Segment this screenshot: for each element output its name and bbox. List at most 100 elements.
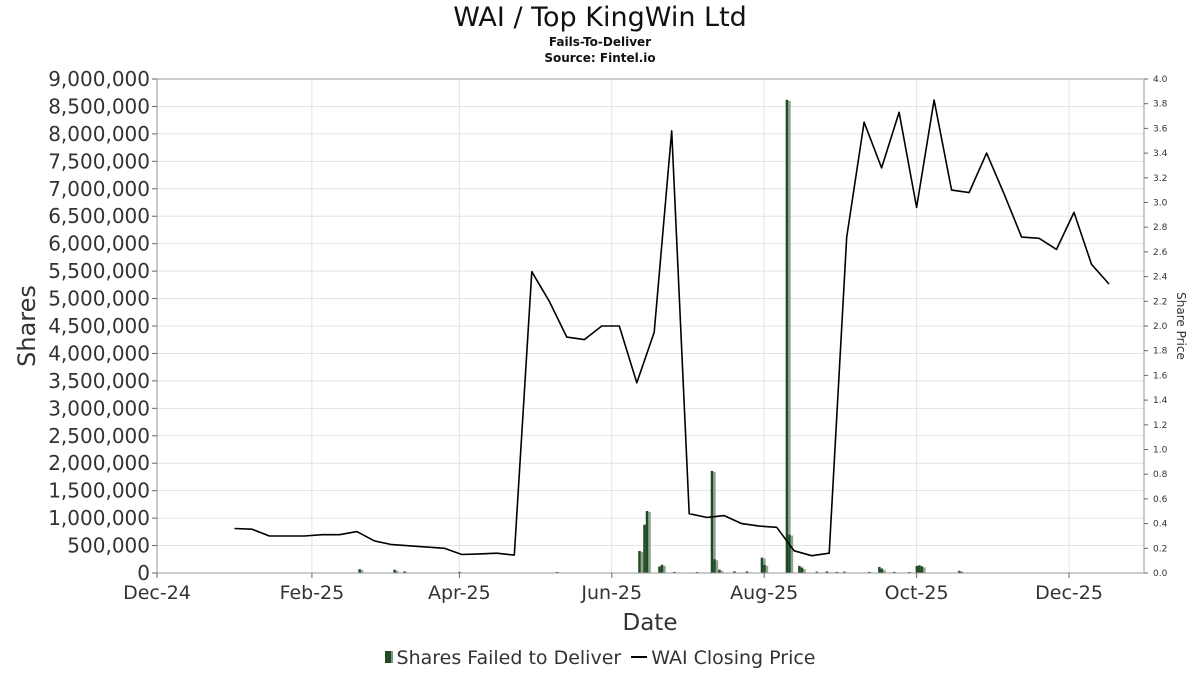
- y-tick-label: 2,000,000: [48, 451, 150, 475]
- y-tick-label: 4,500,000: [48, 314, 150, 338]
- ftd-bar: [660, 564, 664, 573]
- y2-tick-label: 3.6: [1153, 124, 1168, 134]
- y-tick-label: 7,000,000: [48, 177, 150, 201]
- y2-tick-label: 0.4: [1153, 520, 1168, 530]
- chart-title: WAI / Top KingWin Ltd: [453, 2, 747, 33]
- ftd-bar: [673, 571, 676, 573]
- y2-tick-label: 4.0: [1153, 75, 1168, 85]
- ftd-bar: [960, 571, 964, 573]
- ftd-bar: [733, 571, 736, 573]
- y-tick-label: 9,000,000: [48, 67, 150, 91]
- fails-to-deliver-chart: 0 500,000 1,000,000 1,500,000 2,000,000 2,500…: [13, 67, 1188, 636]
- ftd-bar: [893, 571, 896, 573]
- ftd-bar-shadow: [923, 567, 926, 573]
- y2-tick-label: 3.4: [1153, 149, 1168, 159]
- ftd-bar-shadow: [715, 560, 719, 573]
- ftd-bar: [358, 569, 361, 573]
- legend-line-swatch: [631, 656, 648, 658]
- y2-tick-label: 3.0: [1153, 199, 1168, 209]
- ftd-bar-shadow: [790, 535, 794, 573]
- y-tick-label: 500,000: [67, 534, 150, 558]
- ftd-bar: [825, 571, 829, 573]
- y-axis-label: Shares: [13, 285, 41, 367]
- ftd-bar-shadow: [360, 570, 364, 573]
- y2-tick-label: 0.2: [1153, 544, 1167, 554]
- legend-bar-swatch: [384, 651, 393, 663]
- y2-tick-label: 2.2: [1153, 297, 1167, 307]
- x-tick-label: Jun-25: [580, 582, 642, 604]
- price-line: [234, 99, 1110, 557]
- x-tick-label: Feb-25: [280, 582, 345, 604]
- y2-tick-label: 0.0: [1153, 569, 1168, 579]
- x-tick-label: Oct-25: [885, 582, 949, 604]
- y2-tick-label: 1.2: [1153, 421, 1167, 431]
- y-tick-label: 1,500,000: [48, 479, 150, 503]
- ftd-bar: [958, 570, 961, 573]
- y-tick-label: 6,000,000: [48, 232, 150, 256]
- ftd-bar: [638, 551, 641, 573]
- legend-item-fails: Shares Failed to Deliver: [384, 647, 622, 669]
- ftd-bar: [815, 571, 819, 573]
- y-tick-label: 7,500,000: [48, 149, 150, 173]
- ftd-bar: [920, 566, 924, 573]
- ftd-bar: [915, 565, 919, 573]
- ftd-bar: [718, 569, 721, 573]
- y-tick-label: 8,000,000: [48, 122, 150, 146]
- legend-item-price: WAI Closing Price: [631, 647, 815, 669]
- axes-layer: 0 500,000 1,000,000 1,500,000 2,000,000 2,500…: [48, 67, 1167, 604]
- y-tick-label: 5,000,000: [48, 287, 150, 311]
- ftd-bar: [393, 569, 396, 573]
- ftd-bar-shadow: [803, 569, 806, 573]
- legend-bar-label: Shares Failed to Deliver: [396, 647, 622, 669]
- ftd-bar: [713, 559, 716, 573]
- ftd-bar-shadow: [720, 570, 724, 573]
- chart-source: Source: Fintel.io: [544, 51, 656, 65]
- ftd-bar: [645, 510, 649, 573]
- ftd-bar: [763, 564, 766, 573]
- y-tick-label: 0: [137, 561, 150, 585]
- y2-tick-label: 2.0: [1153, 322, 1168, 332]
- ftd-bar: [788, 534, 791, 573]
- ftd-bar-shadow: [395, 570, 399, 573]
- y-tick-label: 2,500,000: [48, 424, 150, 448]
- y-tick-label: 8,500,000: [48, 94, 150, 118]
- x-tick-label: Aug-25: [730, 582, 798, 604]
- ftd-bar-shadow: [648, 511, 651, 573]
- price-line-layer: [234, 99, 1110, 557]
- y2-tick-label: 1.8: [1153, 347, 1168, 357]
- y2-tick-label: 2.4: [1153, 273, 1168, 283]
- x-tick-label: Apr-25: [428, 582, 491, 604]
- ftd-bar: [643, 524, 646, 573]
- ftd-bar: [880, 569, 884, 573]
- y2-tick-label: 3.8: [1153, 100, 1168, 110]
- ftd-bar: [745, 571, 749, 573]
- ftd-bar: [835, 571, 839, 573]
- ftd-bar: [918, 565, 921, 573]
- y-tick-label: 3,000,000: [48, 396, 150, 420]
- ftd-bar: [843, 571, 846, 573]
- ftd-bar: [800, 568, 804, 573]
- ftd-bar: [458, 571, 461, 573]
- y2-tick-label: 0.8: [1153, 470, 1168, 480]
- y2-tick-label: 0.6: [1153, 495, 1168, 505]
- y-tick-label: 5,500,000: [48, 259, 150, 283]
- y-tick-label: 4,000,000: [48, 341, 150, 365]
- x-tick-label: Dec-25: [1035, 582, 1103, 604]
- legend-line-label: WAI Closing Price: [651, 647, 816, 669]
- x-axis-label: Date: [623, 610, 678, 636]
- ftd-bar: [868, 571, 871, 573]
- x-tick-label: Dec-24: [123, 582, 191, 604]
- y2-tick-label: 1.0: [1153, 446, 1168, 456]
- y2-tick-label: 3.2: [1153, 174, 1167, 184]
- grid-layer: [156, 78, 1144, 574]
- ftd-bar: [760, 557, 764, 573]
- ftd-bar: [710, 470, 714, 573]
- y-tick-label: 6,500,000: [48, 204, 150, 228]
- ftd-bar-shadow: [640, 552, 644, 573]
- ftd-bar: [658, 566, 661, 573]
- y2-tick-label: 2.6: [1153, 248, 1168, 258]
- ftd-bar: [403, 571, 406, 573]
- bars-layer: [358, 99, 966, 573]
- ftd-bar-shadow: [663, 565, 666, 573]
- chart-subtitle: Fails-To-Deliver: [548, 35, 652, 49]
